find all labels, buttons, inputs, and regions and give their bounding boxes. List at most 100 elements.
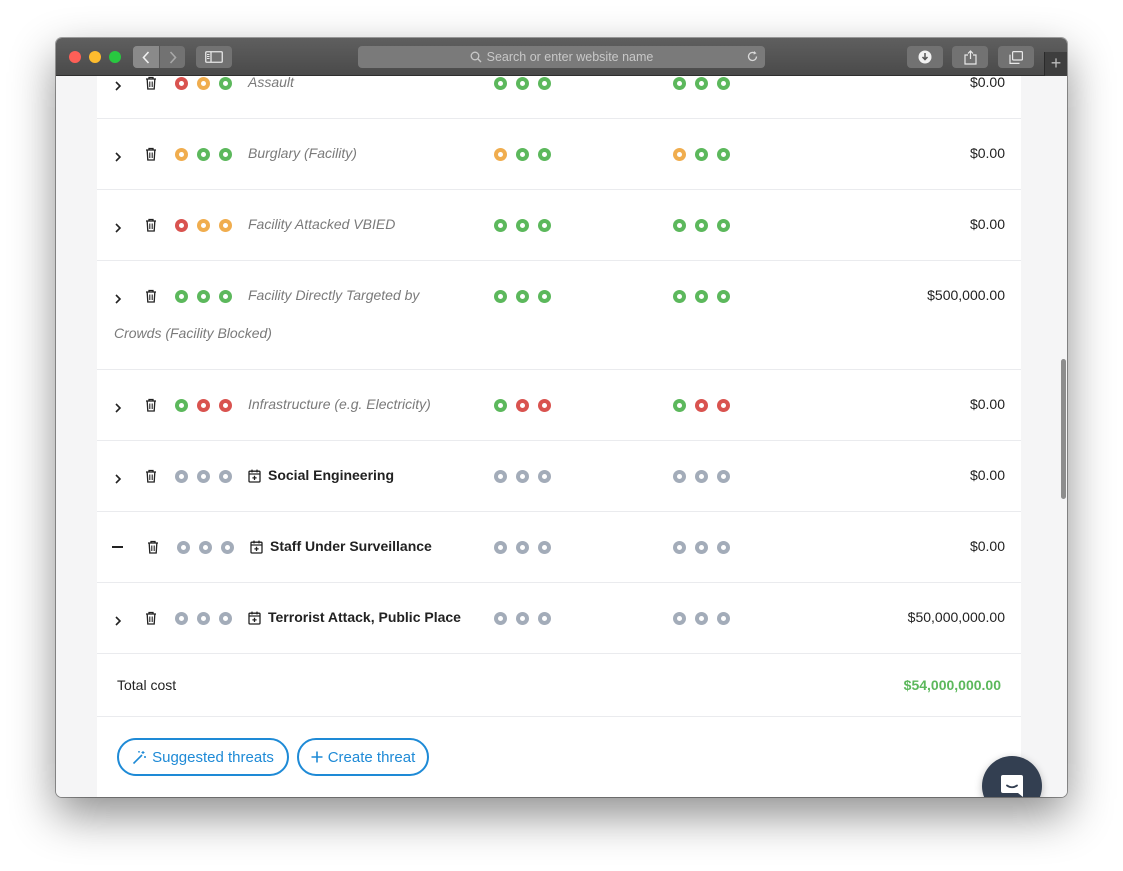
likelihood-level-dot — [219, 398, 232, 412]
expand-row-button[interactable] — [113, 613, 123, 626]
close-window-button[interactable] — [69, 51, 81, 63]
page-content: Assault $0.00 Burglary (Facility) $0.00 Faci… — [56, 76, 1067, 797]
table-row: Burglary (Facility) $0.00 — [97, 119, 1021, 190]
residual-level-dot — [717, 289, 730, 303]
vertical-scrollbar[interactable] — [1059, 76, 1067, 797]
residual-level-dot — [673, 398, 686, 412]
threat-name[interactable]: Staff Under Surveillance — [270, 538, 432, 554]
threat-name[interactable]: Burglary (Facility) — [248, 145, 357, 161]
impact-level-dot — [538, 289, 551, 303]
tabs-icon — [1009, 50, 1023, 64]
residual-level-dot — [695, 147, 708, 161]
create-threat-button[interactable]: Create threat — [297, 738, 429, 776]
likelihood-level-dot — [219, 289, 232, 303]
trash-icon — [146, 218, 156, 232]
share-icon — [963, 49, 977, 65]
threat-name[interactable]: Facility Attacked VBIED — [248, 216, 396, 232]
residual-level-dot — [673, 218, 686, 232]
chevron-right-icon — [169, 50, 177, 64]
threat-cost: $0.00 — [969, 538, 1005, 554]
likelihood-level-dot — [219, 469, 232, 483]
threat-name[interactable]: Social Engineering — [268, 467, 395, 483]
likelihood-level-dot — [175, 76, 188, 90]
residual-level-dot — [673, 147, 686, 161]
delete-threat-button[interactable] — [145, 76, 157, 95]
impact-level-dot — [516, 218, 529, 232]
threat-cost: $0.00 — [969, 216, 1005, 232]
residual-level-dot — [695, 398, 708, 412]
likelihood-level-dot — [197, 398, 210, 412]
collapse-row-button[interactable] — [112, 546, 123, 548]
residual-level-dot — [695, 611, 708, 625]
chevron-right-icon — [115, 81, 122, 91]
residual-level-dot — [717, 469, 730, 483]
likelihood-level-dot — [197, 76, 210, 90]
impact-level-dot — [538, 398, 551, 412]
table-row: Staff Under Surveillance $0.00 — [97, 512, 1021, 583]
impact-level-dot — [494, 289, 507, 303]
scrollbar-thumb[interactable] — [1061, 359, 1066, 499]
chevron-right-icon — [115, 294, 122, 304]
threat-cost: $0.00 — [969, 396, 1005, 412]
plus-icon — [311, 751, 323, 763]
reload-icon[interactable] — [746, 50, 759, 63]
threat-name[interactable]: Infrastructure (e.g. Electricity) — [248, 396, 431, 412]
trash-icon — [146, 611, 156, 625]
expand-row-button[interactable] — [113, 220, 123, 233]
suggested-threats-button[interactable]: Suggested threats — [117, 738, 289, 776]
total-cost-label: Total cost — [117, 677, 177, 693]
delete-threat-button[interactable] — [145, 611, 157, 630]
search-icon — [470, 51, 482, 63]
forward-button[interactable] — [159, 46, 185, 68]
delete-threat-button[interactable] — [145, 147, 157, 166]
calendar-plus-icon — [250, 540, 263, 559]
sidebar-toggle-button[interactable] — [196, 46, 232, 68]
downloads-button[interactable] — [907, 46, 943, 68]
chat-widget-button[interactable] — [982, 756, 1042, 797]
expand-row-button[interactable] — [113, 400, 123, 413]
threat-name[interactable]: Terrorist Attack, Public Place — [268, 609, 461, 625]
likelihood-level-dot — [197, 218, 210, 232]
threat-name[interactable]: Assault — [248, 76, 294, 90]
likelihood-level-dot — [175, 469, 188, 483]
impact-level-dot — [538, 611, 551, 625]
impact-level-dot — [494, 398, 507, 412]
likelihood-level-dot — [219, 147, 232, 161]
delete-threat-button[interactable] — [145, 289, 157, 308]
delete-threat-button[interactable] — [147, 540, 159, 559]
expand-row-button[interactable] — [113, 78, 123, 91]
threat-cost: $0.00 — [969, 467, 1005, 483]
chevron-right-icon — [115, 403, 122, 413]
address-placeholder: Search or enter website name — [486, 50, 654, 64]
tabs-overview-button[interactable] — [998, 46, 1034, 68]
likelihood-level-dot — [219, 218, 232, 232]
residual-level-dot — [673, 469, 686, 483]
threat-cost: $50,000,000.00 — [907, 609, 1005, 625]
expand-row-button[interactable] — [113, 149, 123, 162]
new-tab-button[interactable]: + — [1044, 52, 1067, 76]
impact-level-dot — [494, 76, 507, 90]
zoom-window-button[interactable] — [109, 51, 121, 63]
minimize-window-button[interactable] — [89, 51, 101, 63]
residual-level-dot — [695, 469, 708, 483]
expand-row-button[interactable] — [113, 471, 123, 484]
residual-level-dot — [673, 289, 686, 303]
likelihood-level-dot — [219, 76, 232, 90]
chevron-left-icon — [142, 50, 150, 64]
address-bar[interactable]: Search or enter website name — [358, 46, 765, 68]
delete-threat-button[interactable] — [145, 218, 157, 237]
delete-threat-button[interactable] — [145, 469, 157, 488]
chat-icon — [1001, 775, 1023, 797]
threat-name[interactable]: Facility Directly Targeted by — [248, 287, 420, 303]
impact-level-dot — [516, 611, 529, 625]
impact-level-dot — [494, 147, 507, 161]
threat-name-continued[interactable]: Crowds (Facility Blocked) — [114, 325, 272, 341]
share-button[interactable] — [952, 46, 988, 68]
total-cost-value: $54,000,000.00 — [903, 677, 1001, 693]
expand-row-button[interactable] — [113, 291, 123, 304]
delete-threat-button[interactable] — [145, 398, 157, 417]
threat-cost: $0.00 — [969, 76, 1005, 90]
trash-icon — [146, 147, 156, 161]
back-button[interactable] — [133, 46, 159, 68]
impact-level-dot — [494, 218, 507, 232]
